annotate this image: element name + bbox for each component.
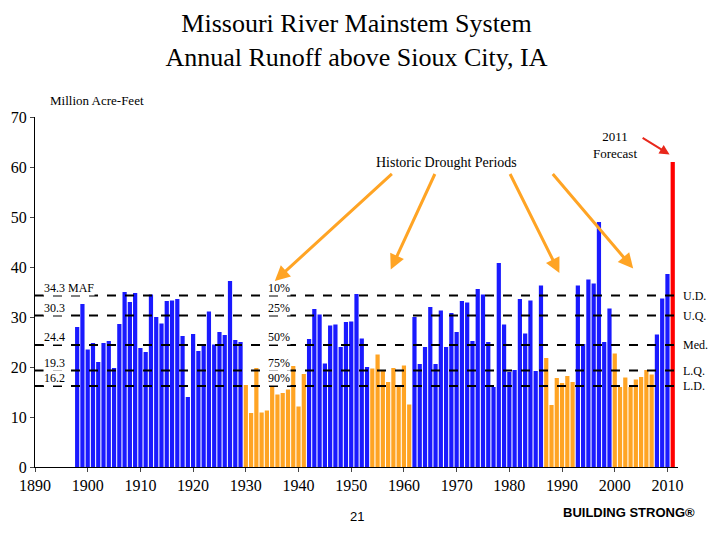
svg-text:Million Acre-Feet: Million Acre-Feet: [50, 93, 144, 108]
svg-text:16.2: 16.2: [44, 371, 65, 385]
svg-text:1890: 1890: [19, 477, 51, 494]
svg-text:1930: 1930: [230, 477, 262, 494]
svg-text:1990: 1990: [546, 477, 578, 494]
svg-text:19.3: 19.3: [44, 356, 65, 370]
svg-text:L.D.: L.D.: [683, 379, 705, 393]
svg-text:1970: 1970: [441, 477, 473, 494]
svg-text:BUILDING STRONG®: BUILDING STRONG®: [563, 505, 695, 520]
svg-text:50: 50: [11, 209, 27, 226]
svg-text:10: 10: [11, 409, 27, 426]
svg-text:75%: 75%: [268, 356, 290, 370]
svg-text:10%: 10%: [268, 281, 290, 295]
svg-text:Historic Drought Periods: Historic Drought Periods: [376, 155, 517, 170]
svg-text:50%: 50%: [268, 330, 290, 344]
svg-text:Missouri River Mainstem System: Missouri River Mainstem SystemAnnual Run…: [165, 9, 547, 72]
svg-text:70: 70: [11, 109, 27, 126]
svg-text:U.Q.: U.Q.: [683, 309, 706, 323]
svg-text:30: 30: [11, 309, 27, 326]
svg-text:24.4: 24.4: [44, 330, 65, 344]
svg-text:34.3 MAF: 34.3 MAF: [44, 281, 94, 295]
svg-text:U.D.: U.D.: [683, 289, 706, 303]
svg-text:2000: 2000: [599, 477, 631, 494]
svg-text:20: 20: [11, 359, 27, 376]
svg-text:1980: 1980: [493, 477, 525, 494]
svg-text:Med.: Med.: [683, 338, 708, 352]
svg-text:2011Forecast: 2011Forecast: [593, 129, 637, 161]
svg-text:40: 40: [11, 259, 27, 276]
svg-text:1960: 1960: [388, 477, 420, 494]
svg-text:1950: 1950: [335, 477, 367, 494]
svg-text:1900: 1900: [72, 477, 104, 494]
svg-text:1920: 1920: [177, 477, 209, 494]
svg-text:1940: 1940: [283, 477, 315, 494]
svg-text:30.3: 30.3: [44, 301, 65, 315]
svg-text:2010: 2010: [651, 477, 683, 494]
svg-text:25%: 25%: [268, 301, 290, 315]
svg-text:21: 21: [350, 509, 364, 524]
svg-text:L.Q.: L.Q.: [683, 364, 705, 378]
svg-text:60: 60: [11, 159, 27, 176]
svg-text:1910: 1910: [124, 477, 156, 494]
svg-text:0: 0: [19, 459, 27, 476]
svg-text:90%: 90%: [268, 371, 290, 385]
